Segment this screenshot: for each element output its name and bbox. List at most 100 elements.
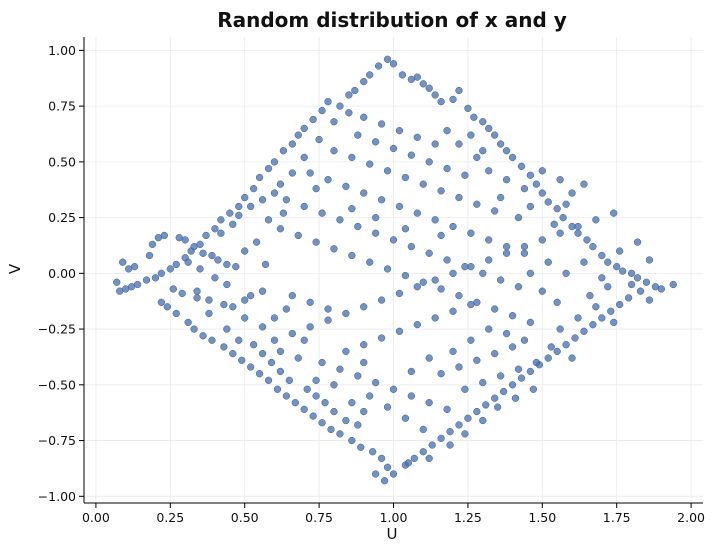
data-point bbox=[547, 343, 555, 351]
data-point bbox=[252, 238, 261, 246]
data-point bbox=[193, 294, 201, 302]
data-point bbox=[178, 289, 186, 298]
data-point bbox=[496, 276, 505, 284]
data-point bbox=[455, 140, 463, 148]
data-point bbox=[559, 213, 567, 222]
data-point bbox=[157, 269, 166, 277]
data-point bbox=[479, 416, 487, 425]
y-axis-label: V bbox=[6, 263, 24, 274]
data-point bbox=[163, 303, 171, 311]
data-point bbox=[300, 124, 308, 133]
data-point bbox=[496, 372, 505, 380]
data-point bbox=[455, 363, 463, 371]
data-point bbox=[502, 147, 511, 155]
data-point bbox=[279, 209, 288, 217]
data-point bbox=[598, 274, 606, 282]
data-point bbox=[479, 118, 487, 126]
data-point bbox=[360, 303, 368, 311]
data-point bbox=[419, 180, 427, 188]
data-point bbox=[282, 392, 291, 400]
data-point bbox=[449, 269, 457, 277]
data-point bbox=[413, 283, 421, 291]
data-point bbox=[330, 381, 338, 389]
data-point bbox=[446, 428, 454, 436]
data-point bbox=[443, 126, 451, 135]
data-point bbox=[300, 336, 308, 344]
data-point bbox=[580, 180, 588, 188]
data-point bbox=[431, 276, 439, 284]
data-point bbox=[633, 274, 642, 282]
data-point bbox=[562, 341, 570, 349]
data-point bbox=[223, 325, 231, 333]
data-point bbox=[395, 327, 404, 335]
data-point bbox=[208, 336, 216, 344]
data-point bbox=[217, 229, 225, 237]
data-point bbox=[294, 354, 302, 362]
data-point bbox=[425, 454, 433, 463]
data-point bbox=[589, 242, 597, 251]
data-point bbox=[217, 216, 225, 224]
data-point bbox=[645, 256, 654, 264]
data-point bbox=[538, 189, 546, 197]
data-point bbox=[282, 305, 291, 313]
data-point bbox=[496, 193, 505, 202]
data-point bbox=[342, 347, 350, 356]
data-point bbox=[312, 238, 320, 246]
data-point bbox=[306, 298, 314, 306]
data-point bbox=[342, 416, 350, 425]
data-point bbox=[247, 291, 255, 300]
data-point bbox=[223, 260, 231, 269]
data-point bbox=[360, 113, 368, 121]
data-point bbox=[538, 167, 546, 175]
data-point bbox=[410, 454, 418, 463]
data-point bbox=[321, 399, 329, 407]
data-point bbox=[211, 225, 219, 233]
data-point bbox=[330, 147, 338, 155]
data-point bbox=[580, 258, 588, 266]
data-point bbox=[455, 291, 463, 300]
data-point bbox=[568, 189, 576, 197]
data-point bbox=[357, 443, 365, 451]
x-axis-label: U bbox=[387, 525, 398, 543]
data-point bbox=[491, 394, 499, 402]
data-point bbox=[190, 325, 198, 333]
data-point bbox=[511, 394, 520, 402]
data-point bbox=[229, 303, 237, 311]
data-point bbox=[455, 86, 463, 95]
data-point bbox=[407, 242, 416, 251]
x-tick-label: 1.25 bbox=[454, 510, 482, 525]
data-point bbox=[449, 307, 457, 315]
data-point bbox=[377, 454, 386, 463]
data-point bbox=[389, 60, 398, 68]
data-point bbox=[562, 200, 570, 208]
data-point bbox=[485, 256, 493, 264]
data-point bbox=[455, 193, 463, 202]
data-point bbox=[464, 104, 472, 112]
data-point bbox=[273, 385, 282, 393]
data-point bbox=[624, 294, 633, 302]
data-point bbox=[232, 263, 240, 271]
data-point bbox=[526, 269, 535, 277]
data-point bbox=[199, 332, 207, 340]
data-point bbox=[255, 173, 264, 182]
data-point bbox=[377, 196, 386, 204]
data-point bbox=[360, 407, 368, 416]
data-point bbox=[318, 106, 326, 115]
data-point bbox=[517, 374, 526, 382]
data-point bbox=[437, 285, 445, 293]
data-point bbox=[208, 251, 216, 260]
data-point bbox=[502, 242, 511, 251]
data-point bbox=[300, 202, 308, 211]
data-point bbox=[258, 196, 267, 204]
data-point bbox=[508, 153, 517, 162]
data-point bbox=[306, 323, 314, 331]
data-point bbox=[544, 198, 552, 206]
data-point bbox=[255, 370, 264, 378]
data-point bbox=[467, 131, 475, 139]
data-point bbox=[205, 309, 213, 318]
data-point bbox=[526, 171, 535, 179]
data-point bbox=[395, 202, 404, 211]
data-point bbox=[374, 62, 383, 70]
data-point bbox=[491, 131, 499, 139]
data-point bbox=[401, 414, 410, 422]
